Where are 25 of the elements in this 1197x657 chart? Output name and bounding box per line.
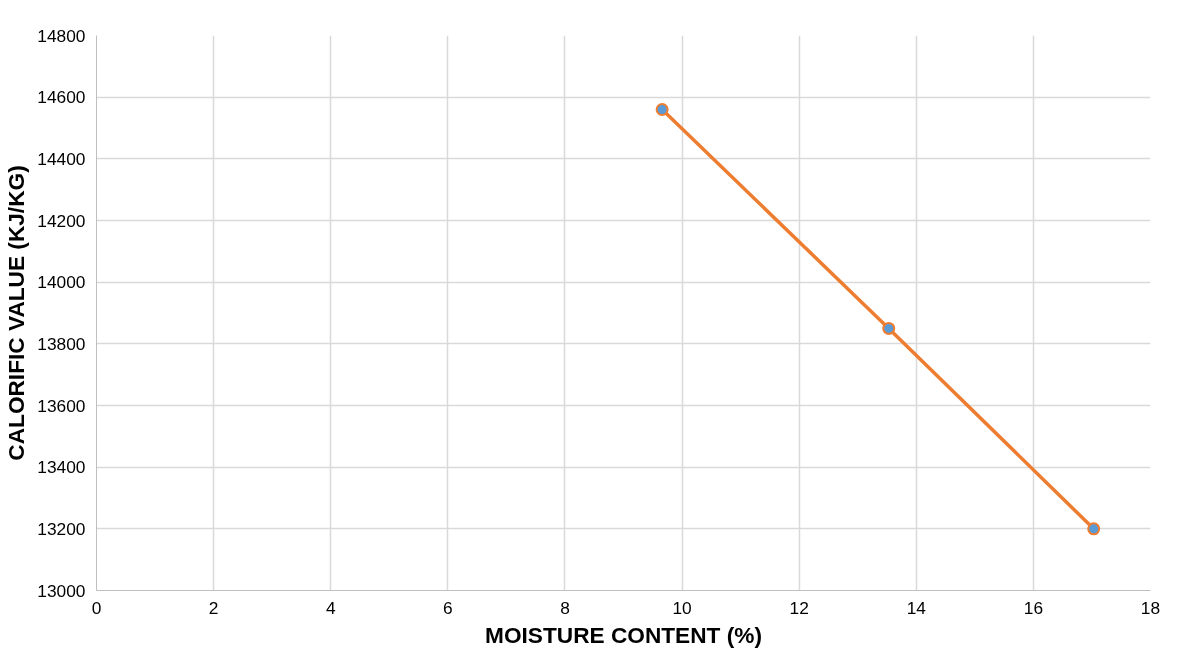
x-tick-label: 18 (1140, 597, 1161, 618)
x-tick-label: 4 (325, 597, 336, 618)
y-tick-label: 14400 (37, 148, 86, 169)
x-tick-label: 2 (208, 597, 219, 618)
x-tick-label: 10 (672, 597, 692, 618)
y-tick-label: 13200 (37, 518, 86, 539)
point (882, 321, 896, 335)
point (655, 103, 669, 116)
y-axis-title: CALORIFIC VALUE (KJ/KG) (3, 165, 30, 461)
x-tick-label: 6 (443, 597, 453, 618)
x-tick-label: 14 (906, 597, 927, 618)
y-tick-label: 13000 (37, 580, 86, 601)
x-tick-label: 8 (560, 597, 570, 618)
y-tick-label: 14600 (37, 87, 86, 108)
x-tick-label: 16 (1023, 597, 1044, 618)
y-tick-label: 14200 (37, 210, 86, 231)
y-tick-label: 13600 (37, 395, 86, 416)
y-tick-label: 14800 (37, 25, 86, 46)
y-tick-label: 13800 (37, 333, 86, 354)
y-tick-label: 14000 (37, 272, 86, 293)
point (1087, 522, 1101, 536)
x-axis-title: MOISTURE CONTENT (%) (485, 621, 762, 648)
x-tick-label: 12 (789, 597, 809, 618)
y-tick-label: 13400 (37, 457, 86, 478)
x-tick-label: 0 (91, 597, 102, 618)
